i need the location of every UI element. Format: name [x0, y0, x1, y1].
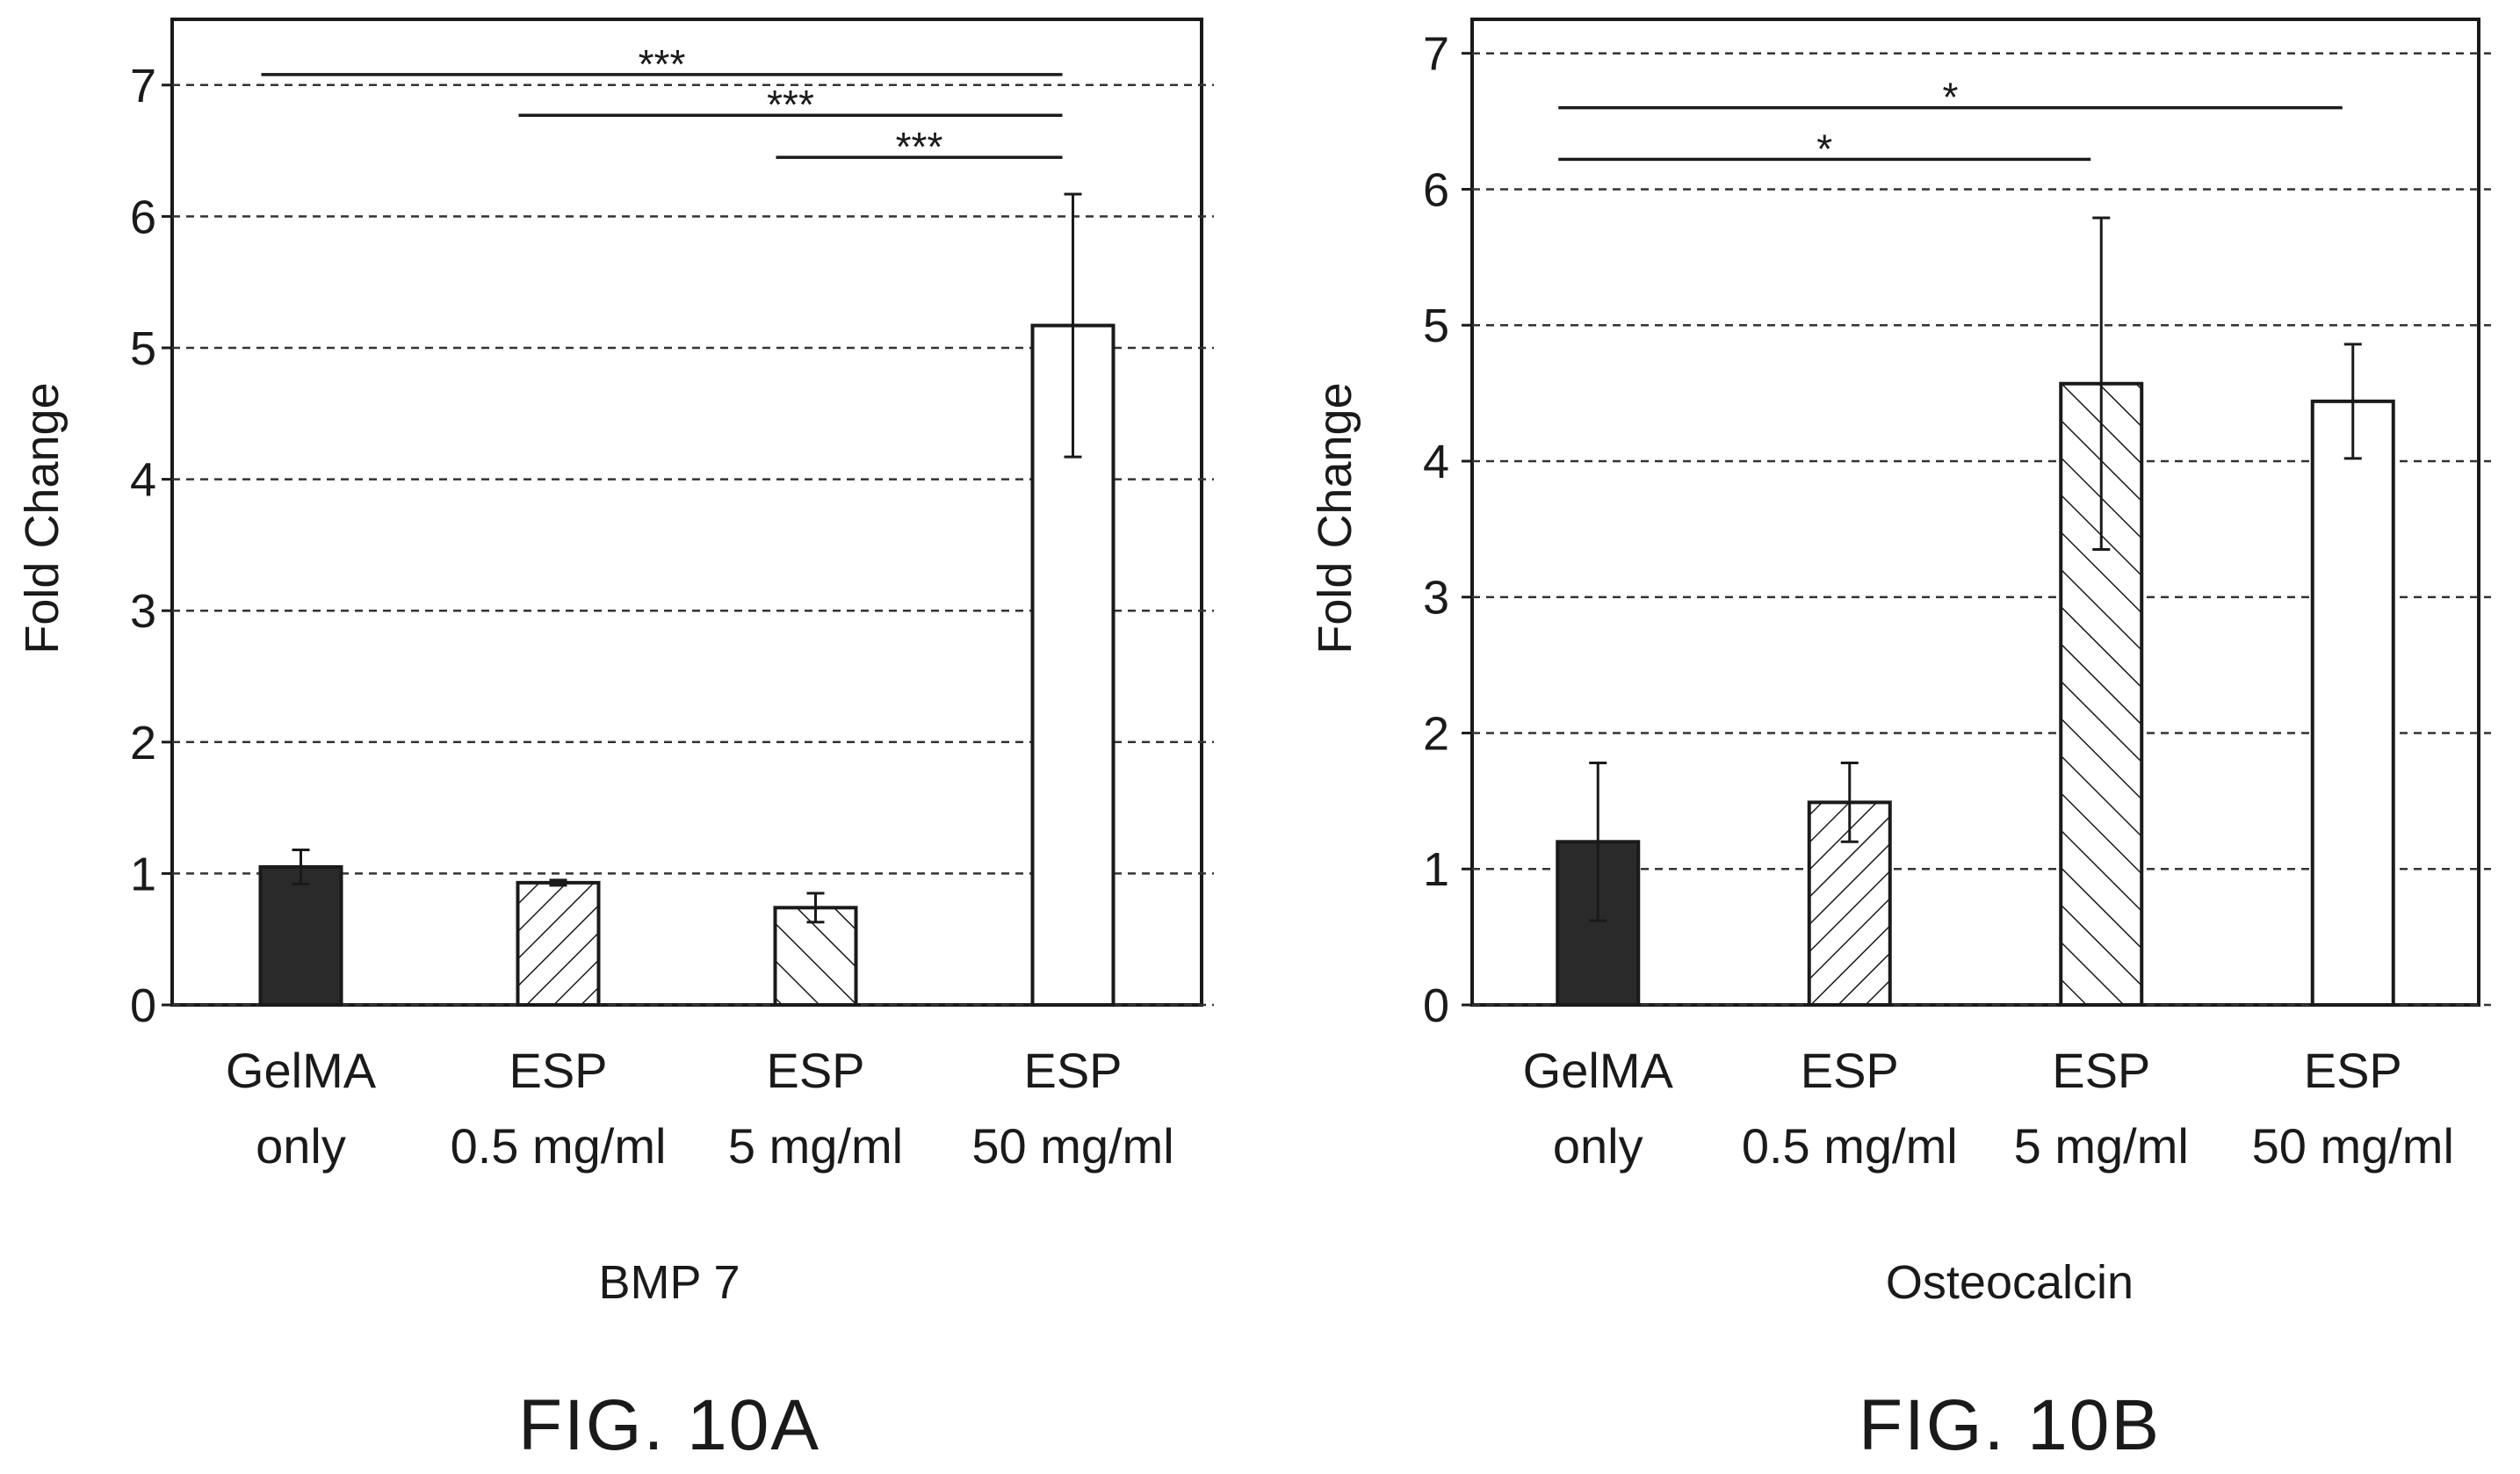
x-category-label: 50 mg/ml	[2252, 1118, 2454, 1174]
significance-label: ***	[639, 41, 686, 87]
y-tick-label: 3	[130, 585, 156, 638]
significance-label: *	[1943, 75, 1959, 120]
bar	[2310, 399, 2395, 1008]
x-category-label: 5 mg/ml	[728, 1118, 903, 1174]
y-axis-label: Fold Change	[16, 382, 69, 654]
plot-frame	[1470, 18, 2480, 1007]
x-category-label: ESP	[2304, 1043, 2402, 1098]
y-tick-label: 1	[130, 848, 156, 900]
figure-label: FIG. 10B	[1859, 1385, 2161, 1465]
x-category-label: ESP	[509, 1043, 607, 1098]
y-tick-label: 5	[1423, 300, 1449, 352]
y-tick-label: 4	[1423, 436, 1449, 488]
y-tick-label: 0	[130, 979, 156, 1032]
bar	[258, 864, 343, 1007]
x-category-label: ESP	[766, 1043, 864, 1098]
significance-label: *	[1816, 126, 1832, 171]
x-category-label: ESP	[1801, 1043, 1899, 1098]
y-tick-label: 4	[130, 454, 156, 507]
x-category-label: only	[1553, 1118, 1643, 1174]
bar	[516, 880, 601, 1008]
y-tick-label: 0	[1423, 979, 1449, 1032]
y-tick-label: 7	[130, 60, 156, 112]
y-tick-label: 1	[1423, 843, 1449, 896]
y-tick-label: 6	[1423, 163, 1449, 216]
x-axis-label: Osteocalcin	[1886, 1256, 2134, 1309]
x-category-label: ESP	[2052, 1043, 2150, 1098]
x-category-label: GelMA	[1523, 1043, 1674, 1098]
significance-label: ***	[767, 82, 814, 127]
y-tick-label: 6	[130, 191, 156, 243]
y-tick-label: 3	[1423, 572, 1449, 625]
y-axis-label: Fold Change	[1309, 382, 1361, 654]
y-tick-label: 2	[130, 717, 156, 770]
x-category-label: 5 mg/ml	[2014, 1118, 2189, 1174]
figure-label: FIG. 10A	[518, 1385, 820, 1465]
x-category-label: ESP	[1023, 1043, 1122, 1098]
x-category-label: only	[256, 1118, 346, 1174]
chart-panel-bmp7: Fold Change BMP 7 FIG. 10A 0 1 2 3 4 5 6 7 GelMA…	[16, 18, 1214, 1465]
plot-frame	[170, 18, 1203, 1007]
x-category-label: GelMA	[226, 1043, 377, 1098]
y-tick-label: 7	[1423, 28, 1449, 81]
x-axis-label: BMP 7	[598, 1256, 740, 1309]
y-tick-label: 5	[130, 322, 156, 375]
chart-panel-osteocalcin: Fold Change Osteocalcin FIG. 10B 0 1 2 3 4 5 6…	[1309, 18, 2491, 1465]
x-category-label: 50 mg/ml	[971, 1118, 1173, 1174]
x-category-label: 0.5 mg/ml	[1742, 1118, 1958, 1174]
y-tick-label: 2	[1423, 707, 1449, 760]
significance-label: ***	[896, 124, 943, 170]
x-category-label: 0.5 mg/ml	[451, 1118, 667, 1174]
